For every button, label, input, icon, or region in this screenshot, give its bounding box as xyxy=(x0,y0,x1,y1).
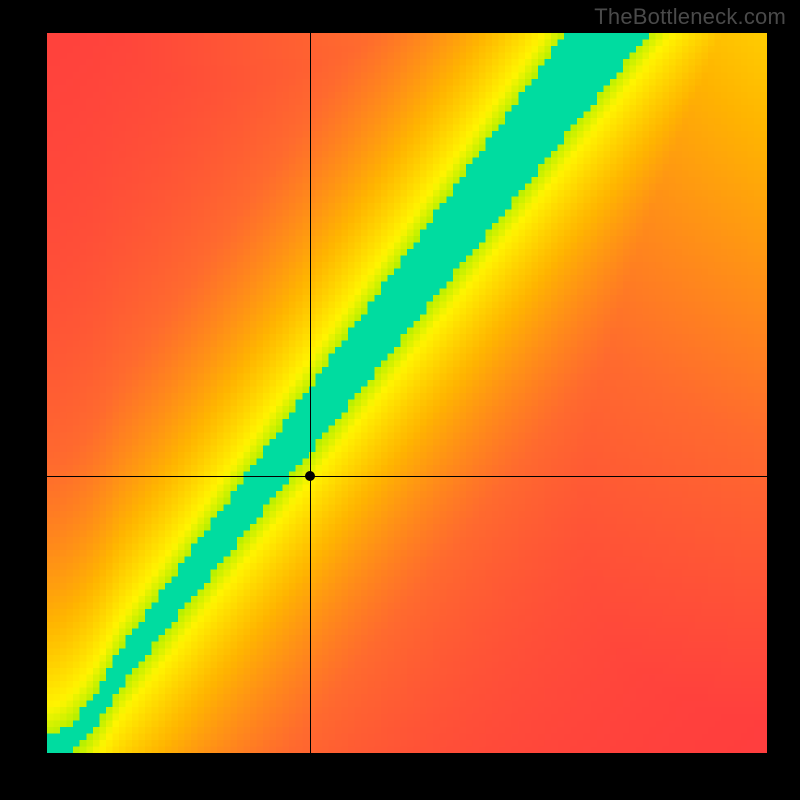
attribution-text: TheBottleneck.com xyxy=(594,4,786,30)
chart-container: TheBottleneck.com xyxy=(0,0,800,800)
heatmap-canvas xyxy=(47,33,767,753)
marker-dot xyxy=(305,471,315,481)
